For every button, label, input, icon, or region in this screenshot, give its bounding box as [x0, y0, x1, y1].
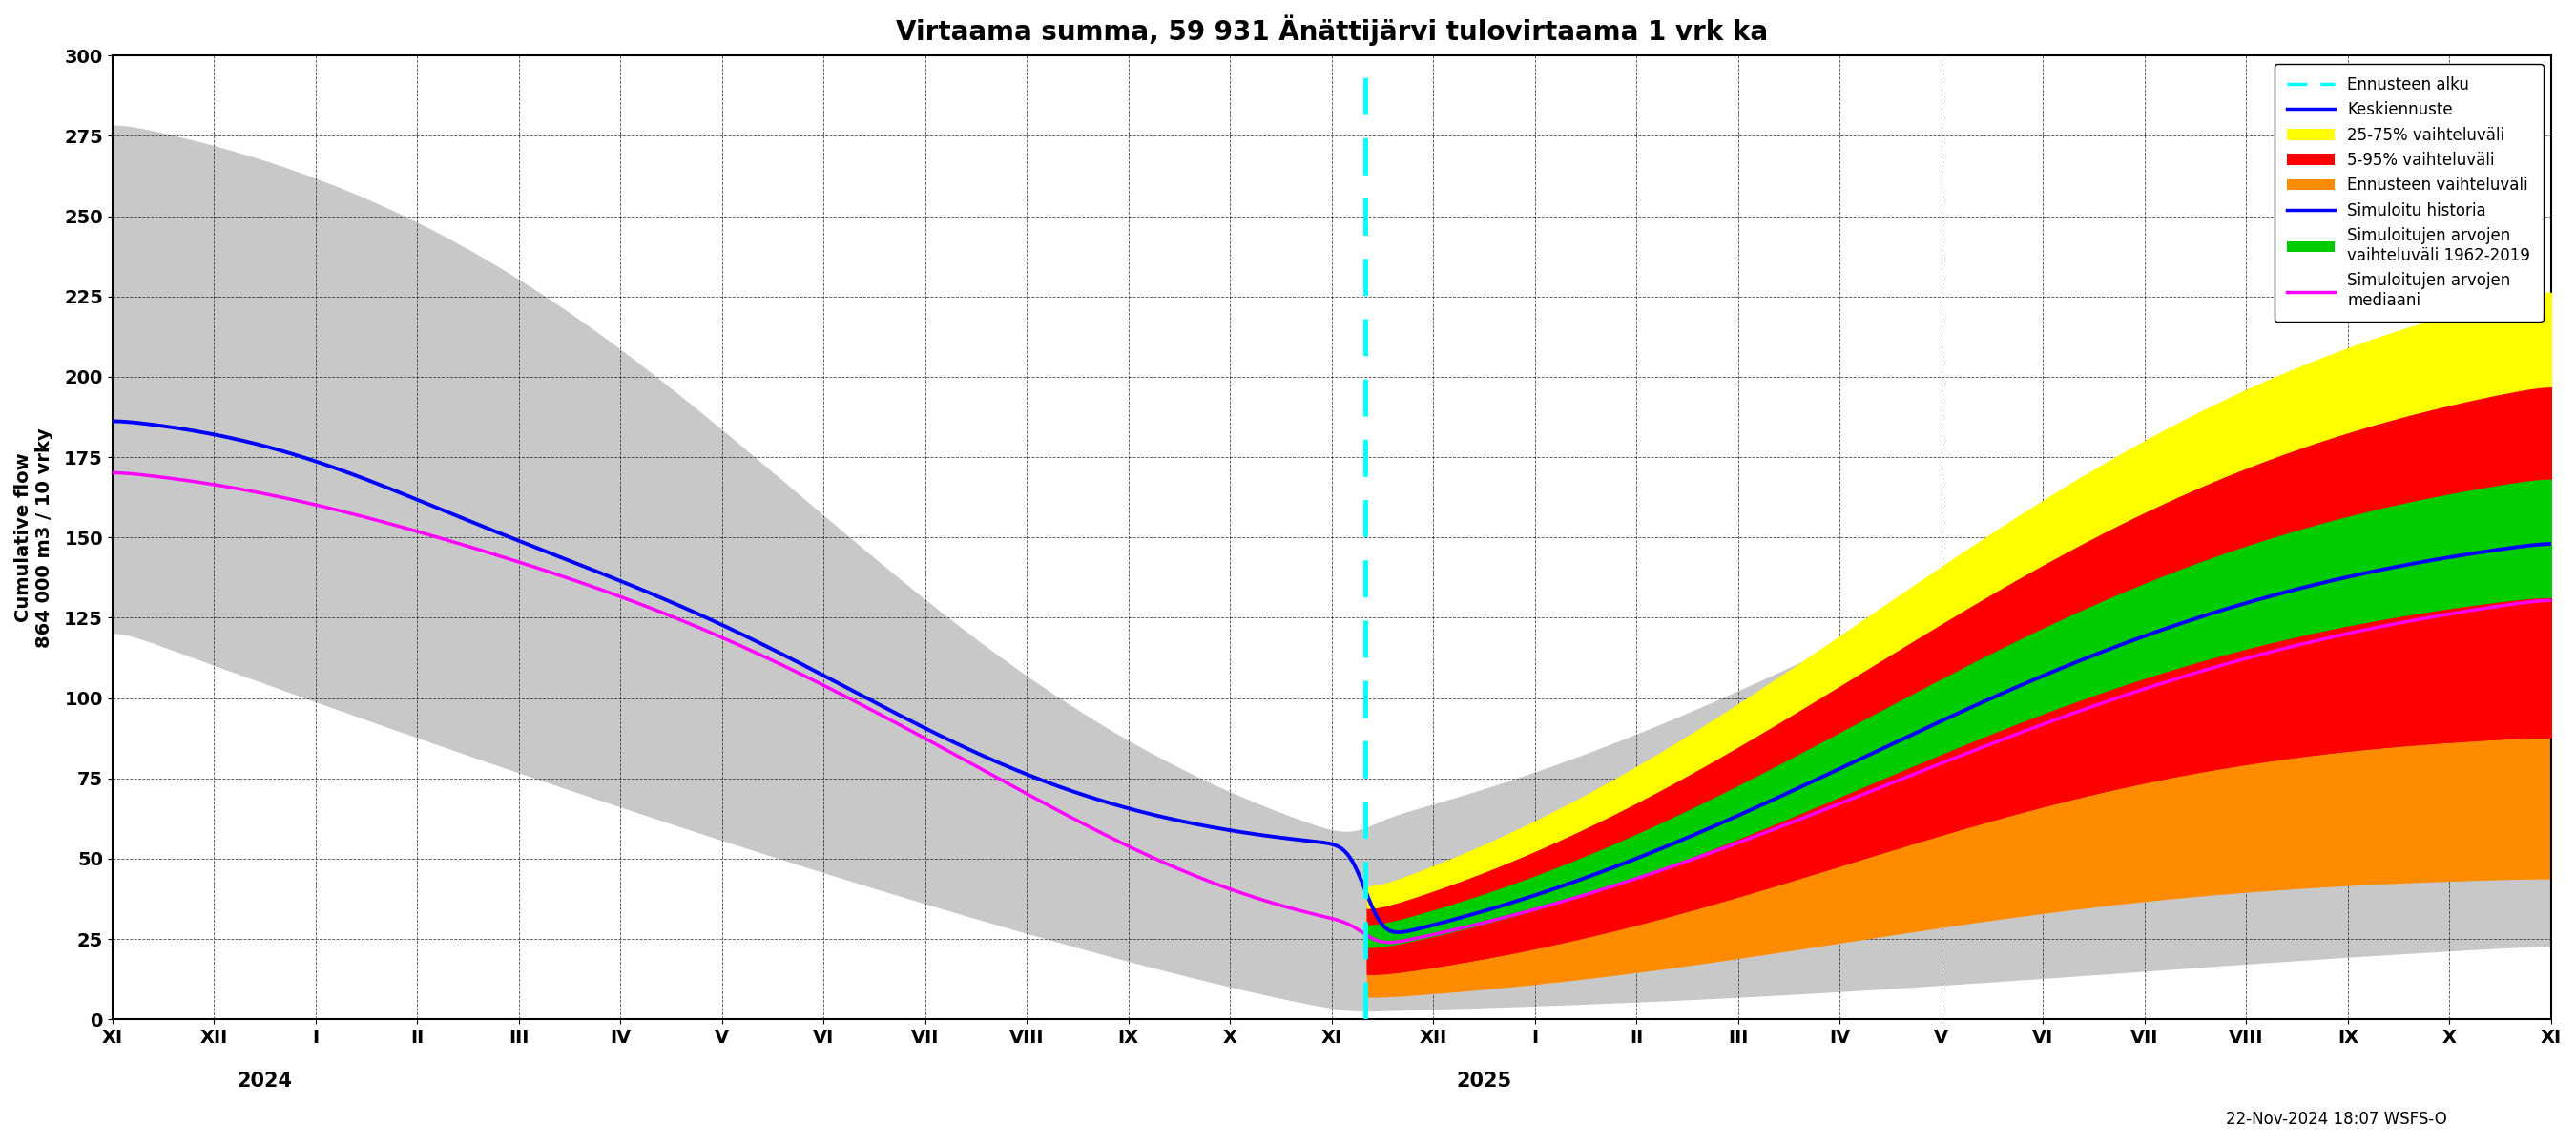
Title: Virtaama summa, 59 931 Änättijärvi tulovirtaama 1 vrk ka: Virtaama summa, 59 931 Änättijärvi tulov…	[896, 14, 1767, 46]
Legend: Ennusteen alku, Keskiennuste, 25-75% vaihteluväli, 5-95% vaihteluväli, Ennusteen: Ennusteen alku, Keskiennuste, 25-75% vai…	[2275, 63, 2543, 322]
Text: 22-Nov-2024 18:07 WSFS-O: 22-Nov-2024 18:07 WSFS-O	[2226, 1111, 2447, 1128]
Text: 2024: 2024	[237, 1072, 294, 1091]
Y-axis label: Cumulative flow
864 000 m3 / 10 vrky: Cumulative flow 864 000 m3 / 10 vrky	[15, 427, 54, 647]
Text: 2025: 2025	[1455, 1072, 1512, 1091]
